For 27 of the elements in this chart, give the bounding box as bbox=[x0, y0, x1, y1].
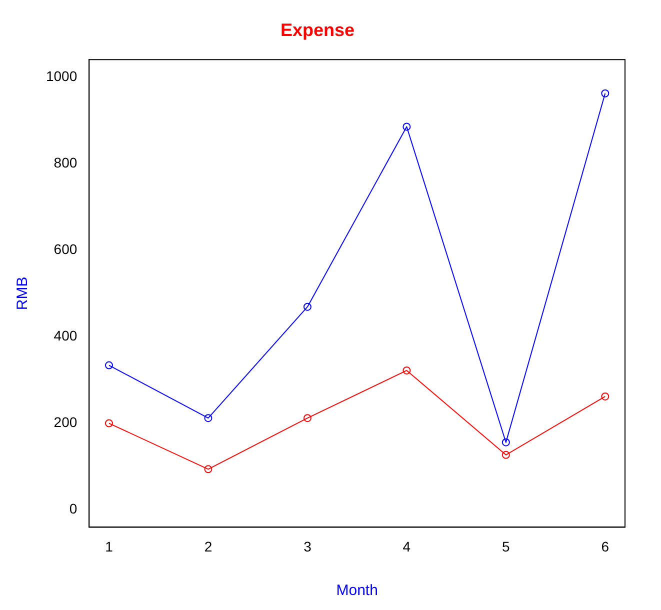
y-tick-label: 200 bbox=[54, 414, 78, 430]
point bbox=[502, 450, 510, 459]
point bbox=[104, 361, 113, 370]
y-tick-label: 600 bbox=[54, 240, 78, 257]
point bbox=[303, 414, 312, 422]
y-tick-label: 0 bbox=[69, 500, 78, 517]
x-tick-label: 4 bbox=[402, 538, 411, 554]
point bbox=[601, 89, 610, 98]
x-tick-label: 6 bbox=[601, 538, 610, 554]
point bbox=[204, 465, 212, 474]
point bbox=[303, 302, 312, 311]
point bbox=[601, 392, 610, 400]
point bbox=[402, 122, 411, 131]
point bbox=[402, 366, 411, 374]
point bbox=[502, 438, 510, 446]
point bbox=[204, 414, 212, 422]
y-tick-label: 1000 bbox=[46, 68, 78, 84]
x-tick-label: 5 bbox=[502, 538, 510, 554]
y-tick-label: 800 bbox=[54, 154, 78, 170]
chart-title: Expense bbox=[280, 20, 355, 40]
x-tick-label: 2 bbox=[204, 538, 212, 554]
x-tick-label: 3 bbox=[304, 538, 312, 554]
y-tick-label: 400 bbox=[54, 328, 78, 344]
point bbox=[104, 419, 113, 428]
x-tick-label: 1 bbox=[105, 538, 114, 554]
x-axis-title: Month bbox=[336, 582, 378, 600]
y-axis-title: RMB bbox=[14, 276, 32, 310]
